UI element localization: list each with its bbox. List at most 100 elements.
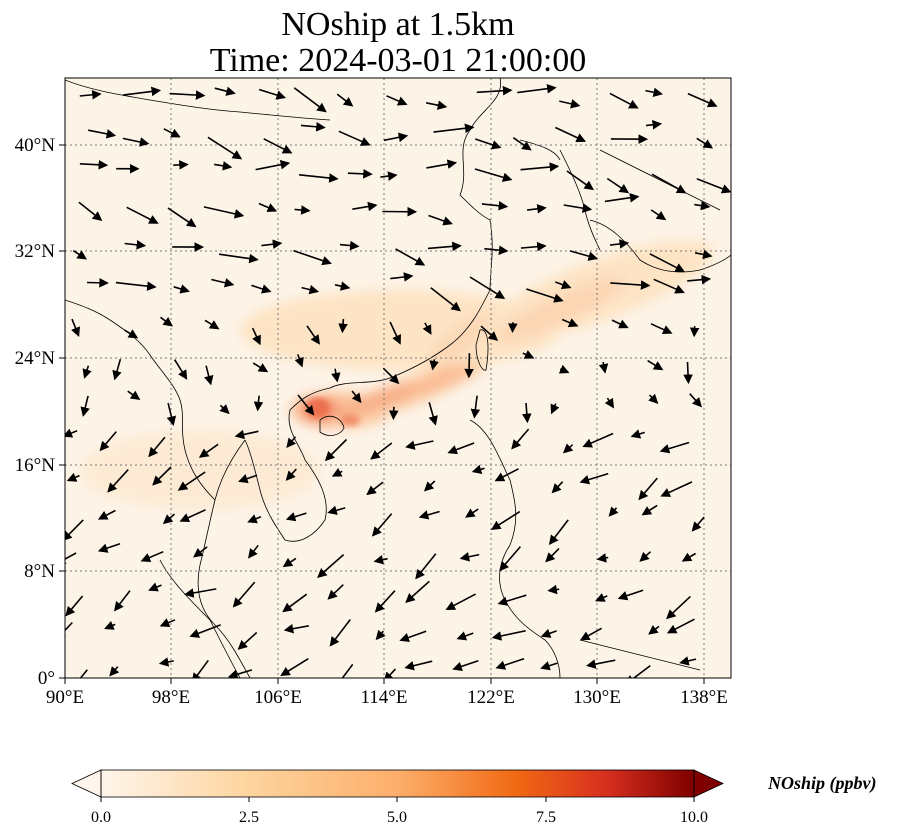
- axis-ticks: [59, 144, 705, 684]
- y-tick-label-24n: 24°N: [15, 348, 56, 369]
- wind-arrow: [204, 365, 214, 386]
- wind-arrow: [370, 442, 393, 460]
- wind-arrow: [148, 436, 166, 458]
- wind-arrow: [140, 550, 164, 562]
- wind-arrow: [179, 509, 206, 523]
- wind-arrow: [609, 239, 630, 249]
- wind-arrow: [261, 239, 283, 249]
- wind-arrow: [177, 471, 206, 491]
- wind-arrow: [563, 203, 593, 213]
- wind-arrow: [299, 173, 339, 183]
- wind-arrow: [65, 621, 73, 640]
- wind-arrow: [520, 162, 560, 172]
- wind-arrow: [422, 322, 432, 335]
- wind-arrow: [352, 201, 378, 212]
- wind-arrow: [651, 173, 687, 194]
- wind-arrow: [72, 250, 88, 260]
- wind-arrow: [112, 358, 122, 381]
- wind-arrow: [173, 359, 188, 380]
- wind-arrow: [351, 390, 362, 404]
- wind-arrow: [198, 443, 219, 458]
- wind-arrow: [405, 580, 430, 603]
- wind-arrow: [452, 660, 479, 672]
- wind-arrow: [586, 659, 616, 669]
- wind-arrow: [526, 204, 547, 214]
- wind-arrow: [283, 623, 309, 634]
- wind-arrow: [471, 464, 485, 474]
- wind-arrow: [522, 402, 532, 424]
- wind-arrow: [66, 472, 80, 482]
- wind-arrow: [681, 552, 697, 562]
- wind-arrow: [65, 519, 84, 542]
- wind-arrow: [382, 367, 400, 385]
- wind-arrow: [339, 240, 360, 251]
- wind-arrow: [469, 276, 506, 299]
- wind-arrow: [459, 552, 480, 562]
- wind-arrow: [255, 160, 291, 171]
- wind-arrow: [169, 90, 206, 100]
- colorbar-tick-label-2-5: 2.5: [239, 809, 259, 826]
- wind-arrow: [645, 87, 663, 97]
- wind-arrow: [214, 86, 236, 96]
- map-title-line-1: NOship at 1.5km: [281, 6, 515, 43]
- wind-arrow: [152, 466, 172, 486]
- wind-arrow: [395, 248, 426, 266]
- wind-arrow: [569, 250, 599, 261]
- wind-arrow: [555, 126, 587, 143]
- wind-arrow: [331, 368, 341, 383]
- wind-arrow: [548, 519, 569, 545]
- wind-arrow: [203, 206, 245, 219]
- wind-arrow: [383, 132, 409, 143]
- colorbar-tick-label-5: 5.0: [387, 809, 407, 826]
- wind-arrow: [608, 506, 619, 517]
- wind-arrow: [430, 287, 461, 312]
- wind-arrow: [596, 553, 609, 563]
- wind-arrow: [162, 513, 176, 525]
- wind-arrow: [248, 544, 259, 559]
- wind-arrow: [166, 402, 177, 426]
- wind-arrow: [238, 474, 258, 484]
- wind-arrow: [263, 138, 293, 154]
- wind-arrow: [371, 513, 393, 537]
- wind-arrow: [604, 193, 640, 203]
- colorbar-extend-min: [71, 769, 102, 798]
- wind-arrow: [122, 86, 162, 97]
- wind-arrow: [97, 542, 121, 553]
- wind-arrow: [347, 169, 373, 179]
- wind-arrow: [97, 509, 116, 520]
- y-tick-label-32n: 32°N: [15, 241, 56, 262]
- wind-arrow: [78, 201, 103, 222]
- colorbar: 0.0 2.5 5.0 7.5 10.0 NOship (ppbv): [71, 769, 877, 826]
- wind-arrow: [464, 353, 474, 379]
- colorbar-title: NOship (ppbv): [767, 773, 877, 794]
- wind-arrow: [160, 316, 173, 327]
- wind-arrow: [606, 177, 630, 194]
- wind-arrow: [252, 362, 269, 373]
- wind-arrow: [645, 120, 663, 130]
- wind-arrow: [689, 393, 702, 408]
- wind-arrow: [334, 281, 351, 291]
- wind-arrow: [423, 480, 436, 492]
- x-tick-label-98e: 98°E: [152, 687, 190, 708]
- wind-arrow: [127, 390, 141, 401]
- wind-arrow: [189, 624, 221, 638]
- wind-arrow: [301, 284, 320, 295]
- wind-arrow: [427, 241, 462, 252]
- wind-arrow: [331, 467, 343, 477]
- wind-arrow: [227, 669, 253, 678]
- wind-arrow: [79, 159, 109, 170]
- wind-arrow: [617, 589, 644, 601]
- colorbar-tick-label-0: 0.0: [91, 809, 111, 826]
- wind-arrow: [280, 658, 309, 677]
- y-tick-label-0: 0°: [38, 668, 55, 689]
- wind-arrow: [71, 318, 81, 337]
- wind-arrow: [495, 657, 525, 670]
- wind-arrow: [338, 130, 371, 146]
- wind-arrow: [425, 100, 448, 110]
- wind-arrow: [251, 284, 272, 294]
- wind-arrow: [399, 630, 427, 643]
- wind-arrow: [251, 327, 261, 346]
- wind-arrow: [491, 630, 526, 641]
- wind-arrow: [447, 442, 475, 455]
- wind-arrow: [247, 514, 262, 524]
